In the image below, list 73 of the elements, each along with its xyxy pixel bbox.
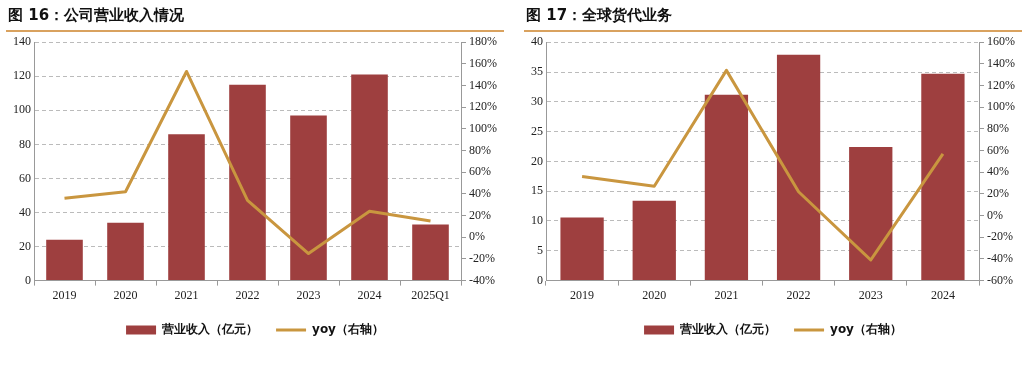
y-tick-label: 20 [19, 238, 31, 253]
y2-tick-label: 80% [469, 142, 491, 157]
bar [849, 147, 893, 281]
y2-tick-label: 60% [469, 164, 491, 179]
bar [290, 115, 327, 281]
y2-tick-label: 0% [469, 229, 485, 244]
y2-tick-label: 20% [987, 186, 1009, 201]
bar [351, 74, 388, 281]
x-tick-label: 2024 [930, 287, 955, 302]
legend-label: yoy（右轴） [830, 322, 902, 337]
y2-tick-label: 80% [987, 121, 1009, 136]
x-tick-label: 2025Q1 [411, 287, 450, 302]
y-tick-label: 0 [537, 272, 543, 287]
x-tick-label: 2020 [113, 287, 138, 302]
y-tick-label: 120 [13, 68, 31, 83]
y2-tick-label: 120% [469, 99, 497, 114]
y2-tick-label: -40% [469, 272, 495, 287]
y2-tick-label: 60% [987, 142, 1009, 157]
y2-tick-label: -40% [987, 251, 1013, 266]
x-tick-label: 2023 [858, 287, 883, 302]
y2-tick-label: -20% [987, 229, 1013, 244]
y2-tick-label: -20% [469, 251, 495, 266]
y2-tick-label: 160% [469, 56, 497, 71]
y-tick-label: 100 [13, 102, 31, 117]
x-tick-label: 2022 [235, 287, 260, 302]
y2-tick-label: 100% [469, 121, 497, 136]
chart-title: 图 17：全球货代业务 [524, 0, 1022, 32]
x-tick-label: 2021 [174, 287, 199, 302]
y-tick-label: 40 [19, 204, 31, 219]
y-tick-label: 35 [531, 64, 543, 79]
x-tick-label: 2020 [642, 287, 667, 302]
y2-tick-label: -60% [987, 272, 1013, 287]
bar [560, 217, 604, 281]
x-tick-label: 2021 [714, 287, 739, 302]
bar [632, 200, 676, 281]
y-tick-label: 20 [531, 153, 543, 168]
y2-tick-label: 40% [987, 164, 1009, 179]
y-tick-label: 10 [531, 213, 543, 228]
bar [46, 239, 83, 281]
legend-label: yoy（右轴） [312, 322, 384, 337]
y-tick-label: 0 [25, 272, 31, 287]
x-tick-label: 2023 [296, 287, 321, 302]
y-tick-label: 25 [531, 123, 543, 138]
y2-tick-label: 140% [469, 77, 497, 92]
y2-tick-label: 0% [987, 207, 1003, 222]
y-tick-label: 140 [13, 34, 31, 49]
y2-tick-label: 40% [469, 186, 491, 201]
x-tick-label: 2024 [357, 287, 382, 302]
bar [704, 94, 749, 281]
bar [229, 84, 266, 281]
y2-tick-label: 160% [987, 34, 1015, 49]
y2-tick-label: 20% [469, 207, 491, 222]
bar [168, 134, 205, 281]
bar [107, 222, 144, 281]
y-tick-label: 80 [19, 136, 31, 151]
y-tick-label: 40 [531, 34, 543, 49]
legend-label: 营业收入（亿元） [161, 322, 259, 337]
y2-tick-label: 180% [469, 34, 497, 49]
y-tick-label: 15 [531, 183, 543, 198]
y2-tick-label: 120% [987, 77, 1015, 92]
bar [776, 54, 821, 281]
y-tick-label: 5 [537, 242, 543, 257]
chart-title: 图 16：公司营业收入情况 [6, 0, 504, 32]
y2-tick-label: 140% [987, 56, 1015, 71]
y-tick-label: 30 [531, 93, 543, 108]
x-tick-label: 2019 [52, 287, 77, 302]
y2-tick-label: 100% [987, 99, 1015, 114]
legend-label: 营业收入（亿元） [679, 322, 777, 337]
y-tick-label: 60 [19, 170, 31, 185]
bar [412, 224, 449, 281]
x-tick-label: 2019 [570, 287, 595, 302]
bar [921, 73, 965, 281]
x-tick-label: 2022 [786, 287, 811, 302]
